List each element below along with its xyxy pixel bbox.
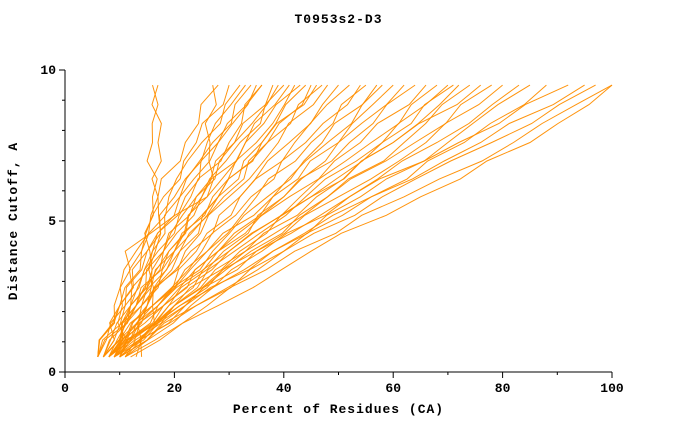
model-curve (102, 84, 290, 358)
model-curve (124, 84, 454, 358)
model-curve (108, 84, 482, 358)
model-curve (119, 84, 596, 358)
model-curve (102, 84, 405, 358)
model-curve (119, 84, 471, 358)
model-curve (117, 85, 217, 358)
model-curve (113, 84, 301, 358)
y-axis-label: Distance Cutoff, A (6, 141, 21, 301)
x-tick-label: 80 (495, 381, 511, 396)
model-curve (124, 84, 613, 358)
y-tick-label: 5 (48, 214, 56, 229)
model-curve (113, 84, 449, 358)
x-tick-label: 20 (167, 381, 183, 396)
model-curve (108, 84, 263, 358)
model-curve (113, 84, 378, 358)
x-tick-label: 100 (600, 381, 624, 396)
model-curve (113, 84, 339, 358)
model-curve (97, 84, 257, 358)
chart-title: T0953s2-D3 (294, 12, 383, 27)
model-curve (113, 84, 416, 358)
model-curve (108, 84, 569, 358)
model-curve (119, 84, 547, 358)
model-curve (130, 84, 613, 358)
model-curve (97, 84, 323, 358)
model-curve (97, 84, 252, 357)
x-tick-label: 60 (385, 381, 401, 396)
x-tick-label: 40 (276, 381, 292, 396)
model-curve (124, 84, 531, 358)
model-curve (113, 84, 585, 358)
model-curve (102, 84, 279, 358)
model-curve (102, 84, 230, 358)
model-curves-group (97, 84, 613, 358)
x-tick-label: 0 (61, 381, 69, 396)
y-tick-label: 10 (40, 63, 56, 78)
model-curve (119, 84, 503, 358)
x-axis-label: Percent of Residues (CA) (232, 402, 445, 417)
y-tick-label: 0 (48, 365, 56, 380)
model-curve (108, 84, 383, 358)
model-curve (108, 84, 274, 358)
model-curve (108, 84, 318, 358)
model-curve (102, 84, 246, 358)
model-curve (108, 84, 427, 358)
model-curve (102, 84, 312, 358)
